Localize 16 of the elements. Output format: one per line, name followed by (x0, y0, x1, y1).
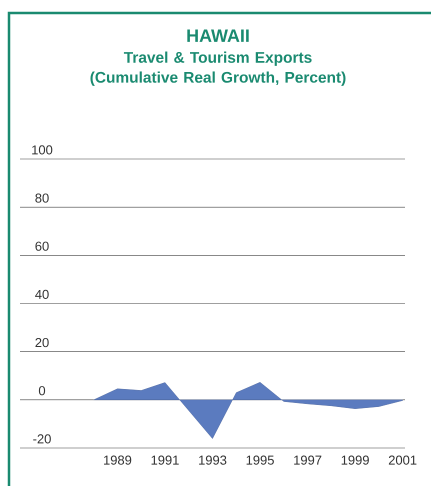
y-tick-label: 20 (35, 338, 49, 348)
x-tick-label: 1999 (342, 456, 369, 465)
x-tick-label: 1993 (199, 456, 226, 465)
y-tick-label: 100 (32, 145, 52, 154)
x-tick-label: 2001 (388, 456, 416, 465)
chart-title: HAWAII (187, 30, 249, 42)
y-tick-label: 60 (35, 242, 49, 251)
x-tick-label: 1997 (294, 456, 322, 465)
y-tick-label: 40 (35, 290, 49, 299)
y-tick-label: 80 (35, 193, 49, 203)
y-tick-label: -20 (33, 434, 51, 444)
x-tick-label: 1995 (246, 456, 274, 465)
chart-subtitle: Travel & Tourism Exports (Cumulative Real Growth, Percent) (90, 52, 346, 86)
x-tick-label: 1989 (104, 456, 132, 465)
x-tick-label: 1991 (152, 456, 179, 465)
y-tick-label: 0 (38, 386, 46, 396)
